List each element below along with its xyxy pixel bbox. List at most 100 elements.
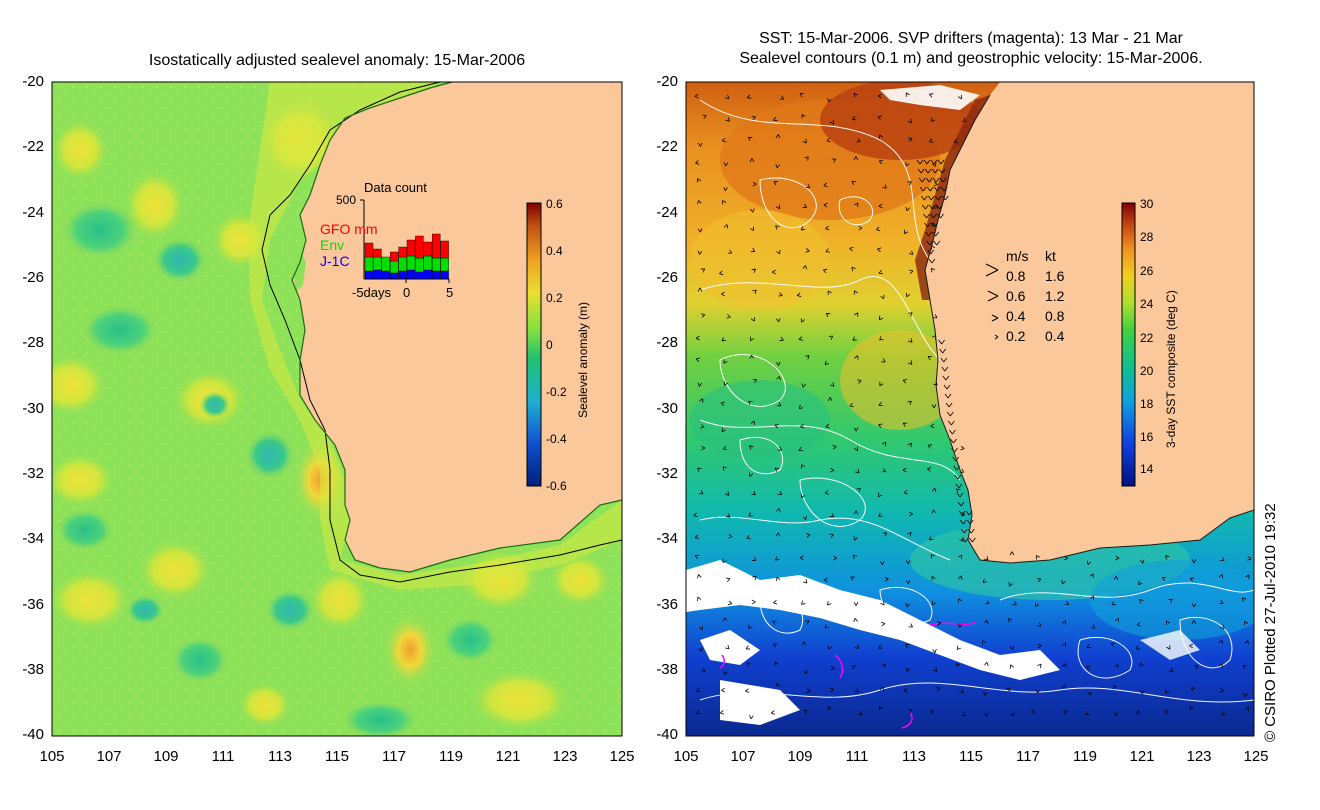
velocity-arrow [825, 248, 830, 253]
velocity-arrow [982, 578, 987, 583]
velocity-arrow [824, 360, 829, 365]
velocity-arrow [927, 467, 932, 472]
ssh-cb-tick: -0.4 [546, 432, 567, 446]
left-x-tick: 117 [382, 748, 406, 765]
left-y-tick: -32 [22, 465, 44, 482]
velocity-arrow [926, 186, 934, 192]
velocity-arrow [1242, 664, 1248, 670]
sst-colorbar [1122, 203, 1135, 486]
velocity-arrow [770, 710, 776, 715]
velocity-arrow [878, 203, 883, 209]
velocity-arrow [1089, 595, 1095, 601]
velocity-arrow [955, 663, 961, 668]
velocity-arrow [907, 400, 912, 406]
velocity-arrow [932, 162, 937, 167]
right-y-tick: -36 [656, 596, 678, 613]
velocity-arrow [958, 510, 966, 516]
right-y-tick: -28 [656, 334, 678, 351]
velocity-arrow [802, 203, 808, 208]
velocity-arrow [723, 359, 728, 364]
velocity-arrow [778, 292, 783, 297]
velocity-arrow [929, 709, 935, 715]
right-y-tick: -22 [656, 138, 678, 155]
velocity-arrow [749, 354, 755, 359]
velocity-arrow [750, 248, 756, 253]
velocity-arrow [956, 492, 964, 498]
velocity-arrow [851, 665, 857, 670]
velocity-arrow [907, 118, 912, 124]
velocity-arrow [779, 336, 784, 342]
velocity-arrow [931, 600, 936, 606]
velocity-arrow [800, 464, 806, 469]
velocity-arrow [930, 267, 936, 273]
velocity-arrow [798, 446, 803, 452]
velocity-arrow [905, 602, 910, 608]
velocity-arrow [1061, 642, 1066, 648]
ssh-cb-tick: -0.2 [546, 385, 567, 399]
velocity-arrow [721, 427, 726, 433]
velocity-arrow [799, 555, 804, 561]
velocity-arrow [1139, 662, 1144, 668]
velocity-legend-arrows [985, 263, 999, 340]
velocity-arrow [1063, 709, 1068, 715]
right-x-tick: 113 [902, 748, 926, 765]
velocity-legend-kt: 0.8 [1045, 308, 1065, 324]
velocity-arrow [697, 250, 703, 255]
velocity-arrow [936, 621, 942, 626]
velocity-arrow [984, 661, 989, 666]
velocity-arrow [853, 290, 858, 295]
left-y-tick: -26 [22, 269, 44, 286]
velocity-legend-ms: 0.4 [1006, 308, 1026, 324]
velocity-arrow [827, 98, 832, 103]
velocity-arrow [903, 489, 909, 495]
velocity-arrow [881, 663, 886, 668]
velocity-arrow [748, 624, 753, 629]
ssh-cb-tick: 0.2 [546, 291, 563, 305]
velocity-arrow [749, 714, 754, 720]
velocity-arrow [956, 645, 961, 650]
velocity-arrow [752, 378, 758, 383]
velocity-arrow [940, 357, 948, 363]
sst-cb-tick: 18 [1140, 397, 1154, 411]
velocity-arrow [1037, 622, 1042, 627]
velocity-arrow [1035, 602, 1040, 607]
velocity-arrow [827, 601, 832, 606]
velocity-arrow [697, 228, 703, 233]
histogram-bar-env [390, 260, 399, 274]
velocity-arrow [802, 515, 807, 520]
velocity-arrow [724, 94, 730, 100]
left-x-tick: 113 [268, 748, 292, 765]
left-x-tick: 107 [96, 748, 122, 765]
sst-cb-tick: 26 [1140, 264, 1154, 278]
velocity-arrow [924, 168, 932, 174]
velocity-arrow [720, 401, 725, 406]
velocity-arrow [1220, 624, 1225, 630]
velocity-arrow [902, 467, 907, 473]
velocity-arrow [725, 117, 730, 122]
velocity-arrow [774, 423, 779, 429]
velocity-arrow [985, 600, 990, 605]
velocity-arrow [693, 512, 698, 517]
velocity-arrow [696, 178, 702, 183]
velocity-arrow [1191, 603, 1197, 608]
velocity-arrow [1035, 689, 1041, 694]
velocity-arrow [943, 384, 951, 390]
histogram-bar-env [381, 256, 390, 272]
velocity-arrow [1113, 711, 1119, 716]
velocity-legend-kt: 0.4 [1045, 328, 1065, 344]
data-count-ymax: 500 [336, 193, 357, 207]
velocity-arrow [908, 312, 913, 317]
velocity-arrow [946, 411, 954, 417]
velocity-arrow [908, 360, 913, 365]
left-x-tick: 111 [211, 748, 235, 765]
right-x-tick: 117 [1016, 748, 1040, 765]
velocity-arrow [878, 315, 884, 321]
velocity-arrow [749, 445, 754, 450]
velocity-arrow [800, 318, 806, 323]
velocity-arrow [1113, 575, 1119, 580]
velocity-arrow [856, 488, 861, 493]
velocity-arrow [909, 511, 913, 517]
histogram-bar-j1c [415, 271, 424, 280]
velocity-arrow [923, 159, 931, 165]
velocity-arrow [777, 490, 783, 496]
